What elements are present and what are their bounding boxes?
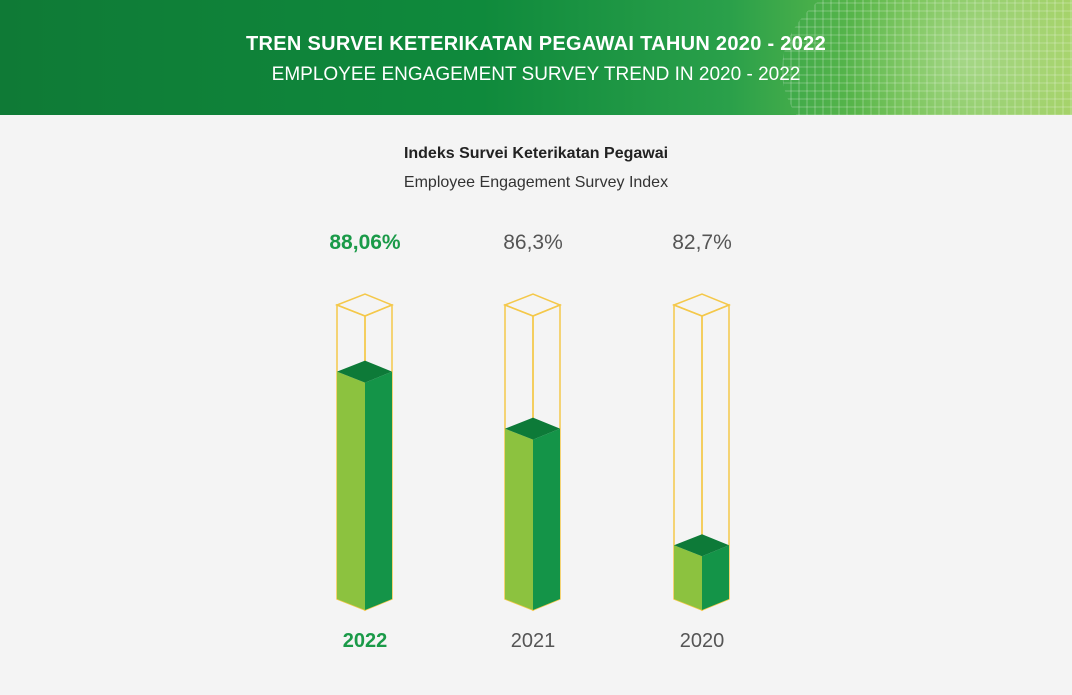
data-label: 82,7%: [672, 231, 732, 254]
bar-top: [505, 417, 560, 440]
bar-front: [505, 428, 533, 610]
category-label: 2020: [680, 630, 725, 652]
chart-title: Indeks Survei Keterikatan Pegawai: [403, 145, 669, 162]
bar-front: [674, 545, 702, 610]
chart-subtitle: Employee Engagement Survey Index: [403, 174, 669, 191]
bar-outline-top: [671, 293, 731, 317]
page-subtitle: EMPLOYEE ENGAGEMENT SURVEY TREND IN 2020…: [271, 64, 801, 85]
category-label: 2021: [511, 630, 556, 652]
bar-top: [674, 534, 729, 557]
bar-side: [365, 371, 392, 610]
bar-outline-top: [502, 293, 562, 317]
bar-side: [702, 545, 729, 610]
category-label: 2022: [343, 630, 388, 652]
bar-side: [533, 428, 560, 610]
bar-front: [337, 371, 365, 610]
globe-decoration-icon: [782, 0, 1072, 115]
data-label: 86,3%: [503, 231, 563, 254]
page-title: TREN SURVEI KETERIKATAN PEGAWAI TAHUN 20…: [245, 33, 826, 55]
bar-outline-top: [334, 293, 394, 317]
data-label: 88,06%: [329, 231, 401, 254]
header-banner: TREN SURVEI KETERIKATAN PEGAWAI TAHUN 20…: [0, 0, 1072, 115]
bar-top: [337, 360, 392, 383]
